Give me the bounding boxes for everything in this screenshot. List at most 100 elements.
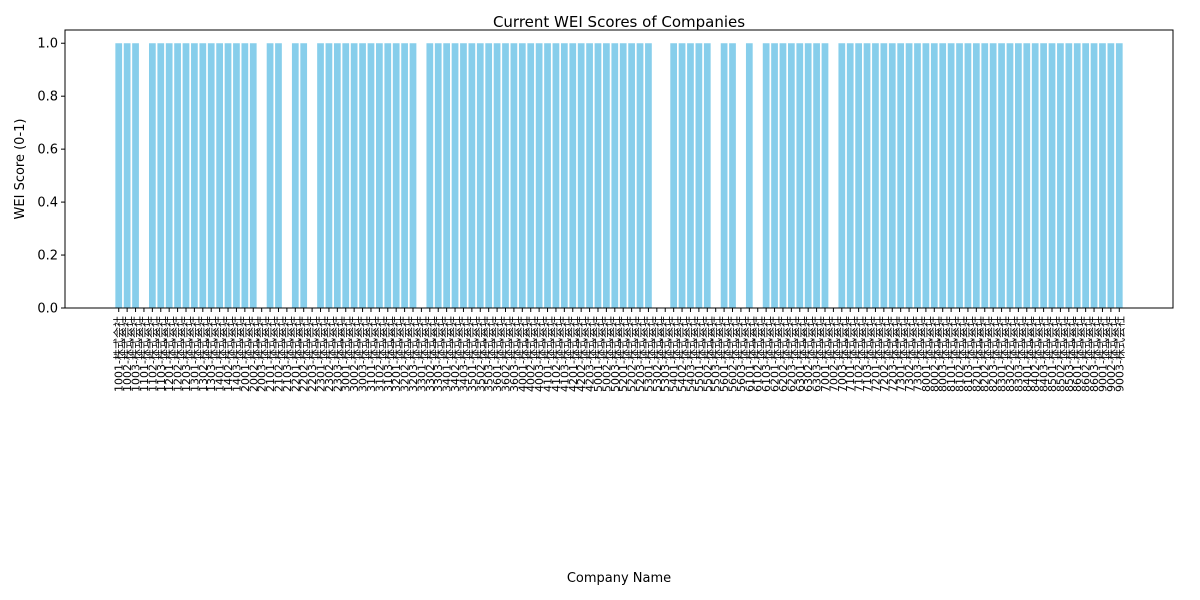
x-tick-label: 2003-株式会社	[255, 316, 269, 392]
x-tick-label: 7102-株式会社	[852, 316, 866, 392]
x-tick-label: 8602-株式会社	[1079, 316, 1093, 392]
x-tick-label: 2102-株式会社	[271, 316, 285, 392]
x-tick-label: 5502-株式会社	[700, 316, 714, 392]
x-tick-label: 3301-株式会社	[414, 316, 428, 392]
bar	[804, 43, 812, 308]
bar	[560, 43, 568, 308]
x-tick-label: 1102-株式会社	[145, 316, 159, 392]
bar	[762, 43, 770, 308]
bar	[888, 43, 896, 308]
bar	[998, 43, 1005, 308]
bar	[367, 43, 375, 308]
bar	[1015, 43, 1022, 308]
bar	[1031, 43, 1039, 308]
x-tick-label: 1103-株式会社	[154, 316, 168, 392]
x-tick-label: 1201-株式会社	[162, 316, 176, 392]
bar	[939, 43, 947, 308]
x-tick-label: 8402-株式会社	[1028, 316, 1042, 392]
x-tick-label: 6203-株式会社	[784, 316, 798, 392]
bar	[989, 43, 997, 308]
x-tick-label: 8002-株式会社	[927, 316, 941, 392]
y-tick-label: 0.0	[37, 302, 58, 317]
bar	[905, 43, 913, 308]
x-tick-label: 2001-株式会社	[238, 316, 252, 392]
x-tick-label: 8302-株式会社	[1003, 316, 1017, 392]
x-tick-label: 8203-株式会社	[986, 316, 1000, 392]
bar	[586, 43, 593, 308]
x-tick-label: 2301-株式会社	[314, 316, 328, 392]
bar	[611, 43, 619, 308]
bar	[1082, 43, 1090, 308]
bar	[342, 43, 350, 308]
x-tick-label: 4003-株式会社	[532, 316, 546, 392]
bar	[485, 43, 493, 308]
x-tick-label: 1301-株式会社	[187, 316, 201, 392]
x-tick-label: 3402-株式会社	[448, 316, 462, 392]
y-axis-label: WEI Score (0-1)	[13, 119, 28, 220]
bar	[216, 43, 223, 308]
bar	[199, 43, 207, 308]
x-tick-label: 2302-株式会社	[322, 316, 336, 392]
x-tick-label: 5002-株式会社	[599, 316, 613, 392]
bar	[165, 43, 173, 308]
x-tick-label: 8003-株式会社	[936, 316, 950, 392]
x-tick-label: 3302-株式会社	[423, 316, 437, 392]
bar	[207, 43, 215, 308]
bar	[518, 43, 526, 308]
x-tick-label: 6303-株式会社	[810, 316, 824, 392]
bar	[603, 43, 610, 308]
bar	[291, 43, 299, 308]
bar	[317, 43, 324, 308]
bar	[350, 43, 358, 308]
bar	[1023, 43, 1031, 308]
x-tick-label: 6103-株式会社	[759, 316, 773, 392]
y-tick-label: 0.2	[37, 249, 58, 264]
bar	[872, 43, 879, 308]
x-tick-label: 6101-株式会社	[742, 316, 756, 392]
bar	[266, 43, 274, 308]
bar	[577, 43, 585, 308]
x-tick-label: 8503-株式会社	[1062, 316, 1076, 392]
bar	[1090, 43, 1098, 308]
x-tick-label: 8502-株式会社	[1053, 316, 1067, 392]
bar	[468, 43, 476, 308]
x-tick-label: 9002-株式会社	[1104, 316, 1118, 392]
x-tick-label: 1403-株式会社	[229, 316, 243, 392]
x-tick-label: 2201-株式会社	[288, 316, 302, 392]
x-tick-label: 3002-株式会社	[347, 316, 361, 392]
bar	[1073, 43, 1081, 308]
x-tick-label: 3201-株式会社	[389, 316, 403, 392]
x-tick-label: 7101-株式会社	[843, 316, 857, 392]
bar	[956, 43, 963, 308]
x-tick-label: 4202-株式会社	[574, 316, 588, 392]
x-tick-label: 8202-株式会社	[978, 316, 992, 392]
x-tick-label: 5401-株式会社	[667, 316, 681, 392]
bar	[855, 43, 862, 308]
bar	[157, 43, 165, 308]
bar	[687, 43, 694, 308]
bar	[451, 43, 459, 308]
bar	[796, 43, 804, 308]
bar	[502, 43, 509, 308]
x-tick-label: 7001-株式会社	[818, 316, 832, 392]
bar	[670, 43, 678, 308]
bar	[527, 43, 535, 308]
bar	[241, 43, 249, 308]
x-tick-label: 8601-株式会社	[1070, 316, 1084, 392]
x-tick-label: 7002-株式会社	[826, 316, 840, 392]
x-tick-label: 6302-株式会社	[801, 316, 815, 392]
bar	[409, 43, 417, 308]
x-tick-label: 5601-株式会社	[717, 316, 731, 392]
x-tick-label: 7301-株式会社	[894, 316, 908, 392]
x-tick-label: 5201-株式会社	[616, 316, 630, 392]
x-tick-label: 9001-株式会社	[1095, 316, 1109, 392]
x-tick-label: 5001-株式会社	[591, 316, 605, 392]
x-tick-label: 4101-株式会社	[541, 316, 555, 392]
x-tick-label: 8603-株式会社	[1087, 316, 1101, 392]
bar	[132, 43, 139, 308]
x-tick-label: 1001-株式会社	[112, 316, 126, 392]
bar	[434, 43, 442, 308]
bar	[300, 43, 308, 308]
x-tick-label: 3603-株式会社	[507, 316, 521, 392]
